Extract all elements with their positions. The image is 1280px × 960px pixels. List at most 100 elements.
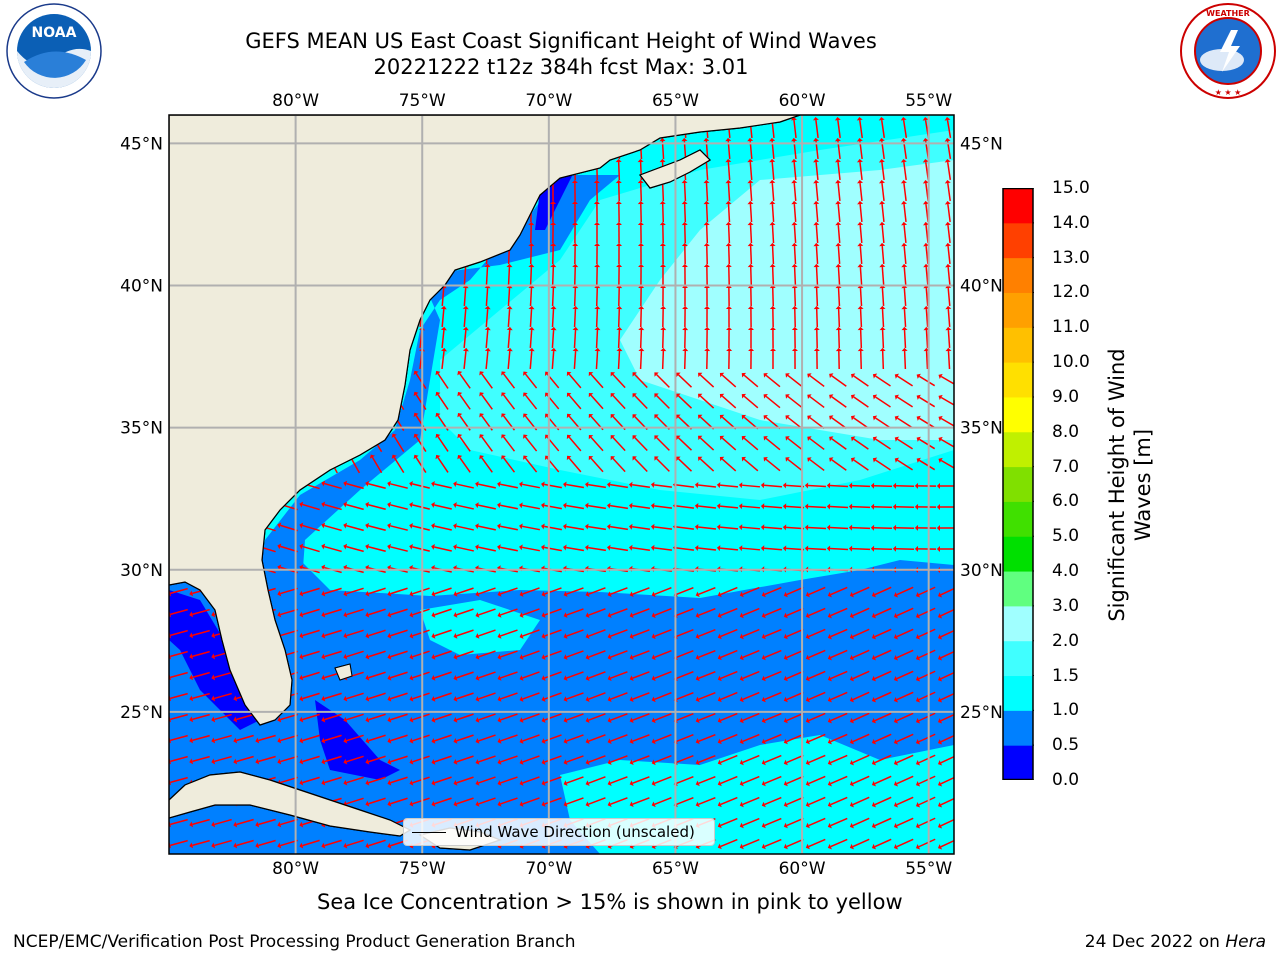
wind-arrow-head: [791, 347, 798, 352]
wind-arrow-head: [632, 372, 637, 377]
colorbar-segment: [1003, 222, 1033, 259]
wind-arrow: [529, 308, 533, 328]
wind-arrow-head: [453, 612, 458, 618]
wind-arrow-head: [651, 654, 656, 661]
wind-arrow-head: [763, 393, 768, 399]
wind-arrow-head: [475, 523, 479, 530]
wind-arrow: [918, 607, 936, 617]
wind-arrow: [478, 671, 496, 679]
wind-arrow-head: [387, 501, 392, 508]
wind-arrow-head: [857, 305, 864, 310]
wind-arrow-head: [629, 843, 634, 850]
wave-band-2p0: [620, 160, 954, 440]
wind-arrow: [478, 797, 496, 805]
colorbar-segment: [1003, 188, 1033, 224]
wind-arrow-head: [457, 455, 463, 460]
wind-arrow-head: [791, 221, 798, 226]
wind-arrow-head: [409, 543, 413, 550]
wind-arrow-head: [783, 591, 788, 598]
wind-arrow: [258, 839, 276, 847]
wind-arrow-head: [695, 759, 700, 766]
wind-arrow: [390, 504, 408, 510]
wind-arrow-head: [739, 822, 744, 829]
wind-arrow: [412, 525, 430, 531]
wind-arrow-head: [892, 503, 897, 510]
wind-arrow-head: [660, 326, 667, 331]
wind-arrow: [214, 839, 232, 847]
wind-arrow: [720, 796, 738, 806]
wind-arrow-head: [321, 590, 326, 597]
wind-arrow: [654, 713, 672, 721]
wind-arrow-head: [189, 842, 194, 849]
wind-arrow-head: [431, 633, 436, 639]
wind-arrow-head: [747, 200, 754, 205]
wind-arrow: [632, 608, 650, 616]
colorbar-segment: [1003, 327, 1033, 363]
wind-arrow-head: [938, 373, 943, 380]
wind-arrow-head: [594, 305, 601, 310]
wind-arrow: [346, 608, 364, 616]
wind-arrow-head: [704, 326, 711, 331]
wind-arrow: [587, 546, 607, 552]
wind-arrow-head: [541, 612, 546, 618]
wind-arrow: [441, 329, 445, 349]
wind-arrow-head: [650, 523, 655, 530]
wind-arrow-head: [739, 633, 744, 640]
wave-patch-mid: [420, 600, 540, 655]
wind-arrow-head: [387, 800, 392, 807]
wind-arrow: [170, 713, 188, 721]
wind-arrow-head: [698, 393, 703, 399]
wind-arrow: [393, 435, 405, 453]
top-lon-label: 70°W: [525, 91, 572, 111]
wave-band-0-bahamas: [315, 700, 400, 780]
wind-arrow: [675, 484, 695, 488]
wind-arrow-head: [299, 653, 304, 660]
wind-arrow-head: [698, 372, 703, 378]
wind-arrow: [478, 608, 496, 616]
wind-arrow-head: [343, 632, 348, 639]
wind-arrow: [697, 505, 717, 509]
wind-arrow: [654, 776, 672, 784]
wind-arrow: [808, 754, 826, 764]
wind-arrow-head: [523, 413, 528, 418]
wind-arrow: [346, 797, 364, 805]
wind-arrow-head: [892, 524, 897, 531]
wind-arrow-head: [519, 612, 524, 618]
wind-arrow-head: [479, 455, 485, 460]
wind-arrow-head: [857, 221, 864, 226]
wind-arrow-head: [409, 695, 414, 702]
wind-arrow-head: [739, 801, 744, 808]
wind-arrow: [588, 734, 606, 742]
wind-arrow: [573, 329, 577, 349]
wind-arrow-head: [607, 780, 612, 786]
wind-arrow: [771, 203, 775, 223]
wind-arrow: [544, 776, 562, 784]
wind-arrow-head: [571, 200, 578, 205]
wind-arrow: [434, 608, 452, 616]
wind-arrow: [566, 734, 584, 742]
wind-arrow: [192, 692, 210, 700]
wind-arrow: [654, 671, 672, 679]
wind-arrow: [654, 629, 672, 637]
wind-arrow-head: [563, 612, 568, 618]
wind-arrow-head: [717, 822, 722, 829]
wind-arrow-head: [694, 482, 699, 488]
wind-arrow-head: [805, 633, 810, 640]
wind-arrow-head: [760, 503, 765, 510]
wind-arrow: [697, 484, 717, 488]
wind-arrow: [727, 182, 731, 202]
wind-arrow-head: [783, 696, 788, 703]
wind-arrow-head: [769, 137, 776, 142]
wind-arrow: [808, 607, 826, 617]
wind-arrow-head: [747, 263, 754, 268]
wind-arrow-head: [343, 480, 348, 487]
wind-arrow-head: [563, 759, 568, 765]
wind-arrow-head: [572, 305, 579, 310]
wind-arrow: [940, 776, 954, 785]
wind-arrow: [764, 733, 782, 743]
wind-arrow: [808, 733, 826, 743]
wind-arrow-head: [211, 653, 216, 660]
wind-arrow-head: [719, 435, 725, 441]
wind-arrow-head: [916, 394, 921, 400]
wind-arrow-head: [829, 394, 834, 400]
